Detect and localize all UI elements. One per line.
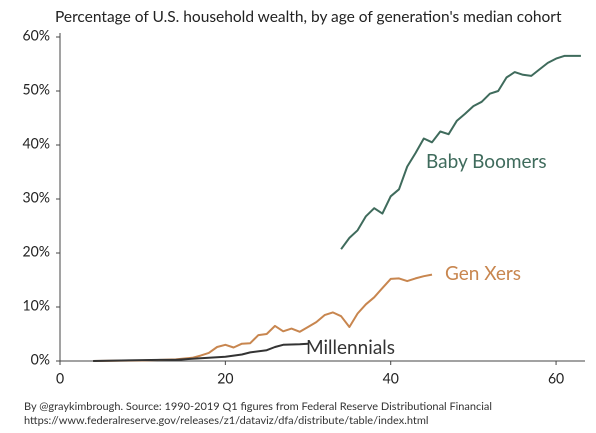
series-line bbox=[93, 273, 433, 362]
source: https://www.federalreserve.gov/releases/… bbox=[24, 414, 428, 427]
x-tick-label: 40 bbox=[383, 370, 399, 387]
series-line bbox=[340, 54, 581, 250]
y-tick-label: 40% bbox=[23, 135, 50, 152]
y-tick-label: 20% bbox=[23, 243, 50, 260]
y-tick-label: 50% bbox=[23, 81, 50, 98]
y-tick-label: 10% bbox=[23, 297, 50, 314]
x-tick-label: 0 bbox=[56, 370, 64, 387]
series-label: Millennials bbox=[306, 336, 395, 359]
x-tick-label: 60 bbox=[548, 370, 564, 387]
x-tick-label: 20 bbox=[217, 370, 233, 387]
series-label: Gen Xers bbox=[445, 262, 521, 285]
source: By @graykimbrough. Source: 1990-2019 Q1 … bbox=[24, 400, 492, 413]
chart-title: Percentage of U.S. household wealth, by … bbox=[55, 8, 562, 26]
y-tick-label: 0% bbox=[31, 351, 50, 368]
series-label: Baby Boomers bbox=[426, 150, 547, 173]
y-tick-label: 60% bbox=[23, 27, 50, 44]
y-tick-label: 30% bbox=[23, 189, 50, 206]
series-line bbox=[93, 342, 309, 362]
